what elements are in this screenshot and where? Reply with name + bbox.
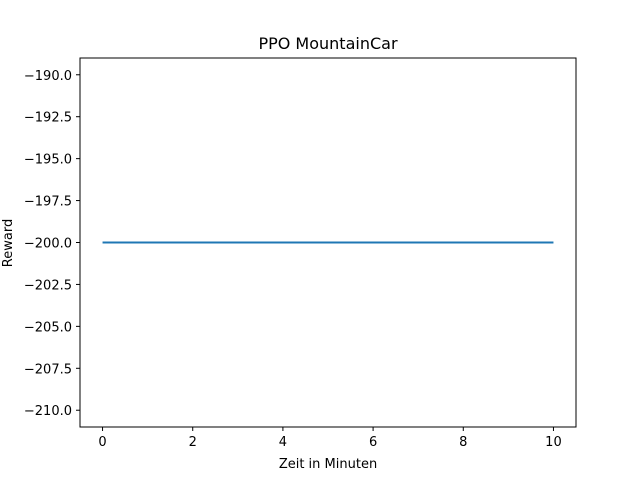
y-tick-label: −190.0 [24, 69, 72, 84]
y-tick-label: −210.0 [24, 404, 72, 419]
y-tick-label: −192.5 [24, 111, 72, 126]
y-axis-label: Reward [1, 219, 16, 267]
y-tick-label: −200.0 [24, 237, 72, 252]
x-axis-label: Zeit in Minuten [279, 457, 377, 472]
y-tick-label: −207.5 [24, 362, 72, 377]
x-tick-label: 2 [189, 435, 197, 450]
x-tick-label: 4 [279, 435, 287, 450]
y-tick-label: −205.0 [24, 320, 72, 335]
x-axis: 0 2 4 6 8 10 [98, 427, 562, 450]
y-tick-label: −195.0 [24, 153, 72, 168]
x-tick-label: 6 [369, 435, 377, 450]
x-tick-label: 10 [545, 435, 562, 450]
y-tick-label: −197.5 [24, 195, 72, 210]
y-axis: −190.0 −192.5 −195.0 −197.5 −200.0 −202.5 −205… [24, 69, 80, 419]
x-tick-label: 0 [98, 435, 106, 450]
y-tick-label: −202.5 [24, 278, 72, 293]
chart-title: PPO MountainCar [258, 34, 397, 53]
x-tick-label: 8 [459, 435, 467, 450]
